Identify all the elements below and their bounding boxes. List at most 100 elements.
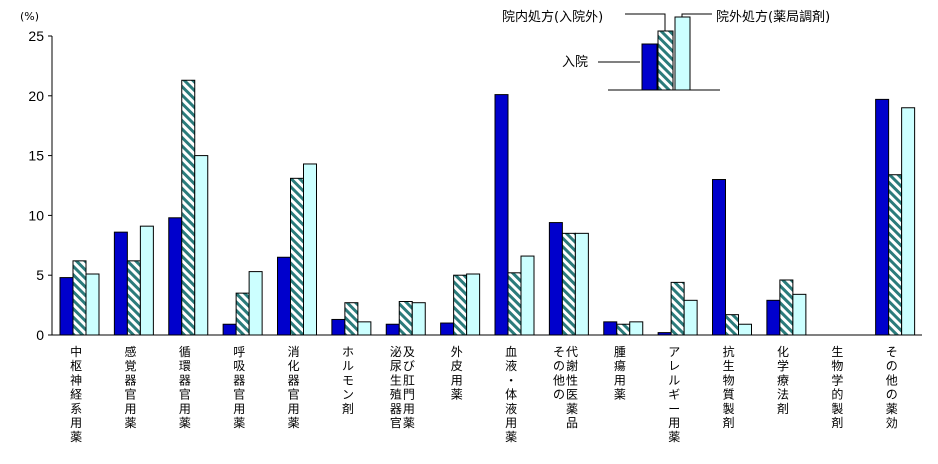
category-label-char: 的 — [831, 387, 843, 402]
y-axis-unit-label: (%) — [20, 10, 39, 23]
category-label-char: 泌 — [390, 345, 402, 359]
category-label-char: 官 — [390, 415, 402, 430]
category-label-char: 法 — [777, 388, 789, 402]
category-label-char: 用 — [505, 416, 517, 430]
bar-series-2-cat-7 — [466, 273, 481, 336]
legend-label-inpatient: 入院 — [562, 55, 588, 70]
category-label-char: 薬 — [614, 388, 626, 402]
bar-series-1-cat-13 — [779, 279, 794, 336]
bar-series-1-cat-15 — [888, 174, 903, 336]
bar-series-0-cat-6 — [385, 323, 400, 336]
bar-series-1-cat-8 — [507, 272, 522, 336]
legend-swatch-inpatient — [641, 43, 658, 91]
category-label-char: 謝 — [566, 358, 578, 373]
category-label-char: 医 — [566, 388, 578, 402]
legend: 院内処方(入院外) 院外処方(薬局調剤) 入院 — [502, 9, 830, 91]
category-label-char: 及 — [403, 345, 415, 359]
category-label-char: 用 — [403, 402, 415, 416]
category-label-char: の — [553, 359, 565, 373]
bar-series-0-cat-10 — [603, 321, 618, 336]
bar-series-2-cat-5 — [357, 321, 372, 336]
bar-series-2-cat-8 — [520, 255, 535, 336]
legend-swatch-pharmacy-prescription — [674, 16, 691, 91]
y-tick-label: 20 — [28, 88, 44, 104]
category-label-char: 学 — [777, 358, 789, 373]
category-label-char: 肛 — [403, 373, 415, 387]
bar-series-1-cat-6 — [398, 301, 413, 336]
category-label-char: 器 — [179, 373, 191, 387]
category-label-char: び — [403, 359, 415, 373]
category-label-char: 枢 — [70, 358, 82, 373]
category-label-char: 用 — [179, 402, 191, 416]
bar-series-0-cat-12 — [712, 179, 726, 336]
category-label-char: 尿 — [390, 359, 402, 373]
category-label-char: 用 — [233, 402, 245, 416]
category-label-char: 療 — [777, 373, 789, 387]
category-label-char: 質 — [723, 387, 735, 402]
legend-label-hospital-prescription: 院内処方(入院外) — [502, 9, 603, 25]
category-label-char: 化 — [288, 359, 300, 373]
bar-series-1-cat-12 — [725, 314, 739, 336]
category-label-char: 薬 — [288, 416, 300, 430]
category-label-char: 薬 — [451, 388, 463, 402]
category-label-char: ー — [668, 402, 680, 416]
category-label-char: ・ — [505, 373, 517, 387]
category-label-char: 品 — [566, 416, 578, 430]
category-label-char: ホ — [342, 345, 354, 359]
category-label-char: 生 — [831, 345, 843, 359]
bar-series-1-cat-10 — [616, 323, 631, 336]
category-label-char: の — [553, 388, 565, 402]
category-label-char: 官 — [233, 387, 245, 402]
category-label-char: 外 — [451, 345, 463, 359]
bar-series-2-cat-11 — [683, 299, 698, 336]
bar-series-0-cat-5 — [331, 318, 346, 336]
category-label-char: 用 — [614, 373, 626, 387]
category-label-char: ル — [342, 359, 354, 373]
category-label-char: 薬 — [566, 402, 578, 416]
bar-series-group — [59, 79, 916, 336]
category-label-char: 用 — [70, 416, 82, 430]
category-label-char: 官 — [179, 387, 191, 402]
category-label-char: 器 — [233, 373, 245, 387]
category-label-char: 薬 — [125, 416, 137, 430]
category-label-char: 薬 — [179, 416, 191, 430]
category-label-char: 体 — [505, 388, 517, 402]
category-label-char: 生 — [723, 359, 735, 373]
bar-series-0-cat-2 — [168, 217, 183, 336]
category-label-char: そ — [553, 345, 565, 359]
y-tick-label: 5 — [36, 267, 44, 283]
bar-series-2-cat-12 — [738, 323, 752, 336]
bar-series-1-cat-2 — [181, 79, 196, 336]
category-label-char: 薬 — [505, 430, 517, 444]
bar-series-1-cat-9 — [561, 232, 576, 336]
category-label-char: 効 — [886, 415, 898, 430]
y-tick-label: 0 — [36, 327, 44, 343]
category-label-char: 用 — [125, 402, 137, 416]
category-label-char: の — [886, 359, 898, 373]
category-label-char: 性 — [566, 373, 578, 387]
category-label-char: 薬 — [233, 416, 245, 430]
category-label-char: ン — [342, 388, 354, 402]
category-label-char: 系 — [70, 402, 82, 416]
bar-series-2-cat-3 — [248, 271, 263, 336]
legend-swatch-hospital-prescription — [657, 30, 674, 91]
category-label-char: 製 — [831, 402, 843, 416]
bar-series-0-cat-8 — [494, 94, 509, 336]
bar-series-0-cat-4 — [277, 256, 291, 336]
category-label-char: ギ — [668, 388, 680, 402]
legend-leader-pharmacy-prescription — [681, 13, 712, 17]
category-label-char: 物 — [723, 373, 735, 387]
category-label-char: 呼 — [233, 345, 245, 359]
category-label-char: 薬 — [668, 430, 680, 444]
bar-series-2-cat-6 — [411, 302, 426, 336]
category-label-char: 瘍 — [614, 358, 626, 373]
bar-series-2-cat-10 — [629, 321, 644, 336]
category-label-char: モ — [342, 373, 354, 387]
bar-series-0-cat-0 — [59, 277, 74, 336]
bar-series-2-cat-15 — [901, 107, 916, 336]
category-label-char: 液 — [505, 401, 517, 416]
category-label-char: 他 — [886, 373, 898, 387]
bar-series-0-cat-11 — [657, 332, 672, 336]
category-label-char: 代 — [566, 345, 578, 359]
bar-series-0-cat-9 — [548, 222, 563, 336]
